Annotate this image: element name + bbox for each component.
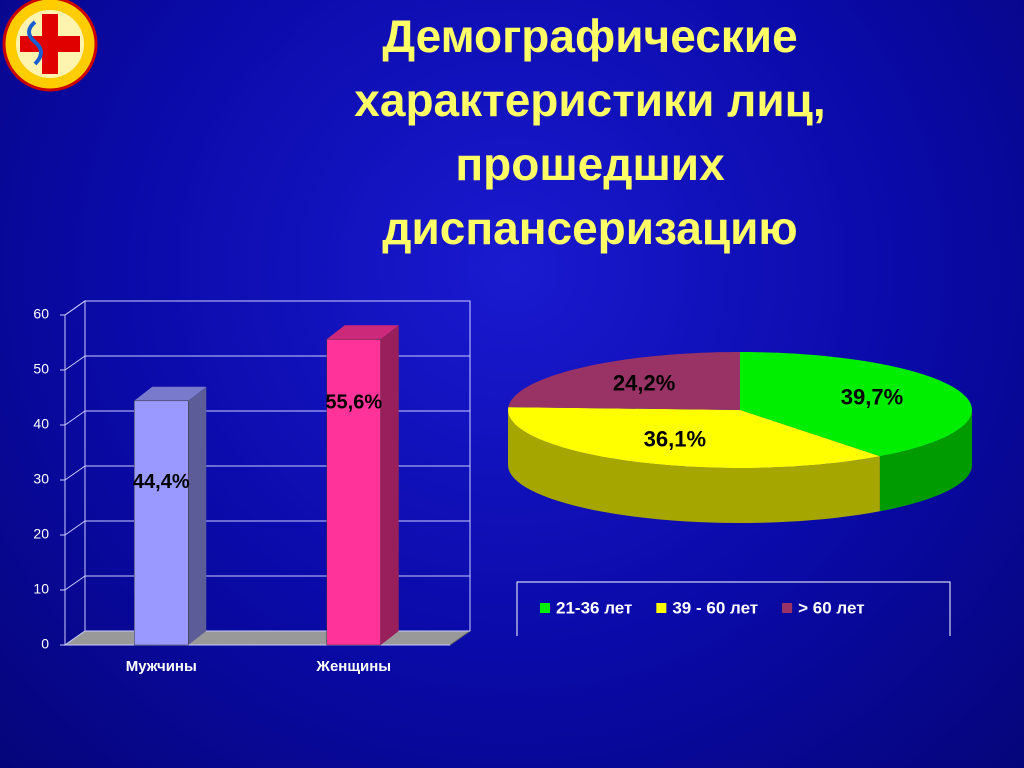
- bar-side: [188, 386, 207, 645]
- slice-side: [879, 410, 972, 512]
- legend-label: > 60 лет: [798, 598, 864, 617]
- value-label: 55,6%: [325, 391, 382, 413]
- slice: [740, 352, 972, 457]
- bar-top: [134, 386, 207, 401]
- bar-side: [380, 325, 399, 645]
- legend-label: 39 - 60 лет: [672, 598, 758, 617]
- legend-label: 21-36 лет: [556, 598, 632, 617]
- x-tick-label: Женщины: [315, 658, 391, 675]
- x-tick-label: Мужчины: [126, 658, 197, 675]
- y-tick-label: 50: [33, 361, 49, 377]
- y-tick-label: 30: [33, 471, 49, 487]
- grid-line: [64, 355, 86, 371]
- legend-box: [516, 581, 951, 636]
- grid-line: [64, 300, 86, 316]
- grid-line: [64, 465, 86, 481]
- value-label: 24,2%: [613, 371, 675, 396]
- slice: [508, 407, 880, 468]
- legend-swatch: [540, 603, 550, 613]
- legend-swatch: [782, 603, 793, 613]
- value-label: 36,1%: [644, 427, 706, 452]
- slice: [508, 352, 740, 410]
- grid-line: [64, 520, 86, 536]
- y-tick-label: 60: [33, 306, 49, 322]
- y-tick-label: 10: [33, 581, 49, 597]
- grid-line: [64, 575, 86, 591]
- y-tick-label: 0: [41, 636, 49, 652]
- legend-swatch: [656, 603, 667, 613]
- slice-side: [508, 410, 880, 523]
- slide-title: Демографические характеристики лиц, прош…: [354, 10, 826, 254]
- bar: [326, 338, 381, 646]
- floor: [63, 630, 472, 646]
- y-tick-label: 40: [33, 416, 49, 432]
- logo: [2, 0, 98, 92]
- grid-line: [64, 630, 86, 646]
- y-tick-label: 20: [33, 526, 49, 542]
- value-label: 44,4%: [133, 471, 190, 493]
- bar-top: [326, 325, 399, 340]
- grid-line: [64, 410, 86, 426]
- value-label: 39,7%: [841, 385, 903, 410]
- bar: [134, 400, 189, 646]
